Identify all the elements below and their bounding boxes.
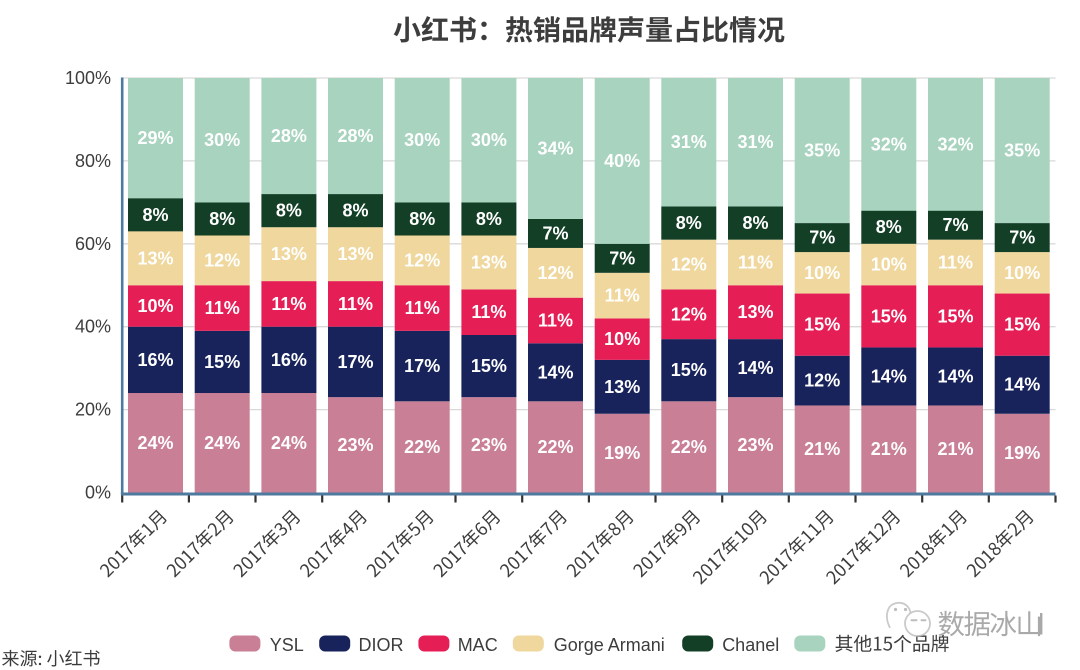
svg-text:12%: 12% (804, 371, 840, 391)
svg-text:15%: 15% (937, 306, 973, 326)
svg-text:16%: 16% (137, 350, 173, 370)
svg-text:YSL: YSL (270, 635, 304, 655)
svg-text:21%: 21% (871, 439, 907, 459)
svg-text:16%: 16% (271, 350, 307, 370)
svg-text:8%: 8% (742, 213, 768, 233)
svg-text:10%: 10% (1004, 263, 1040, 283)
svg-text:7%: 7% (809, 228, 835, 248)
svg-text:23%: 23% (737, 435, 773, 455)
svg-text:60%: 60% (75, 234, 111, 254)
svg-text:8%: 8% (342, 201, 368, 221)
svg-text:15%: 15% (471, 356, 507, 376)
svg-text:12%: 12% (671, 255, 707, 275)
svg-text:17%: 17% (404, 356, 440, 376)
svg-text:32%: 32% (871, 134, 907, 154)
svg-text:0%: 0% (85, 483, 111, 503)
svg-text:11%: 11% (405, 298, 440, 318)
svg-text:7%: 7% (542, 223, 568, 243)
svg-text:30%: 30% (471, 130, 507, 150)
svg-text:20%: 20% (75, 400, 111, 420)
svg-text:34%: 34% (537, 139, 573, 159)
svg-text:21%: 21% (804, 439, 840, 459)
svg-text:Chanel: Chanel (722, 635, 779, 655)
svg-text:28%: 28% (271, 126, 307, 146)
svg-text:19%: 19% (604, 443, 640, 463)
svg-text:15%: 15% (1004, 315, 1040, 335)
svg-text:11%: 11% (938, 253, 973, 273)
svg-text:23%: 23% (337, 435, 373, 455)
svg-text:13%: 13% (137, 248, 173, 268)
svg-text:12%: 12% (671, 304, 707, 324)
svg-text:24%: 24% (137, 433, 173, 453)
svg-text:14%: 14% (871, 366, 907, 386)
svg-text:32%: 32% (937, 134, 973, 154)
svg-text:10%: 10% (137, 296, 173, 316)
svg-text:10%: 10% (804, 263, 840, 283)
svg-text:11%: 11% (738, 253, 773, 273)
svg-text:13%: 13% (604, 377, 640, 397)
svg-text:11%: 11% (338, 294, 373, 314)
svg-text:12%: 12% (404, 250, 440, 270)
svg-text:Gorge Armani: Gorge Armani (554, 635, 665, 655)
svg-text:19%: 19% (1004, 443, 1040, 463)
svg-text:15%: 15% (204, 352, 240, 372)
svg-text:15%: 15% (871, 306, 907, 326)
svg-text:8%: 8% (409, 209, 435, 229)
svg-text:24%: 24% (204, 433, 240, 453)
svg-text:40%: 40% (75, 317, 111, 337)
svg-text:31%: 31% (671, 132, 707, 152)
svg-text:30%: 30% (204, 130, 240, 150)
svg-text:8%: 8% (476, 209, 502, 229)
svg-text:35%: 35% (1004, 141, 1040, 161)
svg-text:11%: 11% (538, 311, 573, 331)
svg-text:80%: 80% (75, 151, 111, 171)
svg-text:21%: 21% (937, 439, 973, 459)
svg-text:22%: 22% (537, 437, 573, 457)
svg-text:DIOR: DIOR (359, 635, 404, 655)
svg-text:7%: 7% (942, 215, 968, 235)
svg-text:7%: 7% (609, 248, 635, 268)
svg-text:14%: 14% (537, 362, 573, 382)
svg-text:14%: 14% (937, 366, 973, 386)
svg-text:17%: 17% (337, 352, 373, 372)
svg-text:7%: 7% (1009, 228, 1035, 248)
svg-text:13%: 13% (471, 253, 507, 273)
svg-text:15%: 15% (671, 360, 707, 380)
svg-text:MAC: MAC (458, 635, 498, 655)
svg-text:13%: 13% (271, 244, 307, 264)
svg-text:13%: 13% (737, 302, 773, 322)
svg-text:12%: 12% (204, 250, 240, 270)
svg-text:29%: 29% (137, 128, 173, 148)
svg-text:31%: 31% (737, 132, 773, 152)
svg-text:8%: 8% (876, 217, 902, 237)
svg-text:24%: 24% (271, 433, 307, 453)
svg-text:22%: 22% (404, 437, 440, 457)
svg-text:10%: 10% (604, 329, 640, 349)
svg-text:13%: 13% (337, 244, 373, 264)
svg-text:30%: 30% (404, 130, 440, 150)
svg-text:12%: 12% (537, 263, 573, 283)
svg-text:8%: 8% (209, 209, 235, 229)
svg-text:35%: 35% (804, 141, 840, 161)
svg-text:28%: 28% (337, 126, 373, 146)
svg-text:8%: 8% (142, 205, 168, 225)
svg-text:11%: 11% (271, 294, 306, 314)
svg-text:40%: 40% (604, 151, 640, 171)
svg-text:22%: 22% (671, 437, 707, 457)
svg-text:14%: 14% (737, 358, 773, 378)
svg-text:11%: 11% (205, 298, 240, 318)
svg-text:10%: 10% (871, 255, 907, 275)
svg-text:11%: 11% (605, 286, 640, 306)
svg-text:23%: 23% (471, 435, 507, 455)
svg-text:8%: 8% (276, 201, 302, 221)
svg-text:15%: 15% (804, 315, 840, 335)
svg-text:100%: 100% (65, 68, 111, 88)
svg-text:11%: 11% (471, 302, 506, 322)
svg-text:8%: 8% (676, 213, 702, 233)
svg-text:14%: 14% (1004, 375, 1040, 395)
